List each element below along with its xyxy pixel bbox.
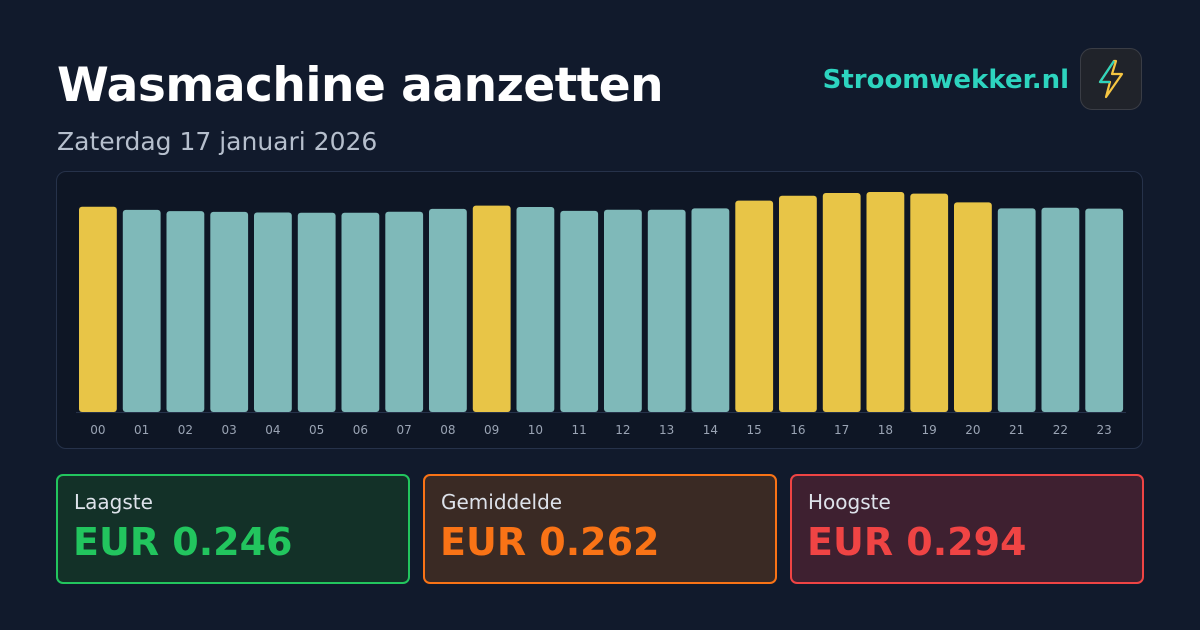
bar-hour-21[interactable]: [997, 208, 1036, 412]
x-tick-label-20: 20: [965, 423, 980, 437]
x-tick-label-04: 04: [265, 423, 280, 437]
bar-hour-11[interactable]: [560, 210, 599, 412]
x-tick-label-15: 15: [746, 423, 761, 437]
stat-lowest-value: EUR 0.246: [73, 520, 293, 564]
stat-lowest-label: Laagste: [74, 490, 153, 514]
bar-hour-01[interactable]: [122, 209, 161, 412]
stat-highest: Hoogste EUR 0.294: [790, 474, 1144, 584]
x-tick-label-06: 06: [353, 423, 368, 437]
x-tick-label-07: 07: [396, 423, 411, 437]
bar-hour-20[interactable]: [954, 202, 992, 412]
x-tick-label-21: 21: [1009, 423, 1024, 437]
x-tick-label-13: 13: [659, 423, 674, 437]
brand-logo[interactable]: [1080, 48, 1142, 110]
bar-hour-04[interactable]: [254, 212, 292, 413]
x-tick-label-23: 23: [1096, 423, 1111, 437]
stat-highest-value: EUR 0.294: [807, 520, 1027, 564]
bar-hour-23[interactable]: [1085, 208, 1124, 412]
x-tick-label-14: 14: [703, 423, 718, 437]
x-tick-label-17: 17: [834, 423, 849, 437]
lightning-bolt-icon: [1098, 59, 1124, 99]
stat-average-label: Gemiddelde: [441, 490, 563, 514]
bar-hour-16[interactable]: [779, 195, 817, 412]
bar-hour-14[interactable]: [691, 208, 730, 412]
bar-hour-18[interactable]: [866, 192, 905, 412]
x-tick-label-05: 05: [309, 423, 324, 437]
bar-hour-12[interactable]: [604, 209, 642, 412]
x-tick-label-09: 09: [484, 423, 499, 437]
x-tick-label-02: 02: [178, 423, 193, 437]
bar-hour-02[interactable]: [166, 211, 205, 412]
bar-hour-03[interactable]: [210, 211, 249, 412]
stat-average-value: EUR 0.262: [440, 520, 660, 564]
x-tick-label-12: 12: [615, 423, 630, 437]
page-date: Zaterdag 17 januari 2026: [57, 127, 378, 156]
x-tick-label-11: 11: [571, 423, 586, 437]
bar-hour-19[interactable]: [910, 193, 949, 412]
x-tick-label-03: 03: [221, 423, 236, 437]
bar-hour-05[interactable]: [297, 212, 336, 412]
bar-hour-15[interactable]: [735, 200, 774, 412]
bar-hour-22[interactable]: [1041, 207, 1080, 412]
price-chart: 00 01 02 03 04 05 06 07 08 09 10 11 12 13 14 15 16 17 18 19…: [56, 171, 1143, 449]
bar-hour-17[interactable]: [822, 193, 861, 412]
bar-hour-07[interactable]: [385, 211, 424, 412]
bar-hour-10[interactable]: [516, 207, 555, 412]
stat-average: Gemiddelde EUR 0.262: [423, 474, 777, 584]
x-tick-label-08: 08: [440, 423, 455, 437]
bar-hour-00[interactable]: [79, 206, 117, 412]
x-tick-label-10: 10: [528, 423, 543, 437]
bar-hour-08[interactable]: [429, 208, 467, 412]
page-title: Wasmachine aanzetten: [57, 58, 664, 113]
x-tick-label-00: 00: [90, 423, 105, 437]
price-chart-svg: 00 01 02 03 04 05 06 07 08 09 10 11 12 13 14 15 16 17 18 19…: [76, 192, 1126, 437]
stat-highest-label: Hoogste: [808, 490, 891, 514]
bar-hour-13[interactable]: [647, 209, 686, 412]
x-tick-label-18: 18: [878, 423, 893, 437]
x-tick-label-16: 16: [790, 423, 805, 437]
bar-hour-06[interactable]: [341, 212, 380, 412]
brand-name[interactable]: Stroomwekker.nl: [822, 65, 1069, 95]
x-tick-label-19: 19: [921, 423, 936, 437]
x-tick-label-01: 01: [134, 423, 149, 437]
x-tick-label-22: 22: [1053, 423, 1068, 437]
stat-lowest: Laagste EUR 0.246: [56, 474, 410, 584]
bar-hour-09[interactable]: [472, 205, 511, 412]
